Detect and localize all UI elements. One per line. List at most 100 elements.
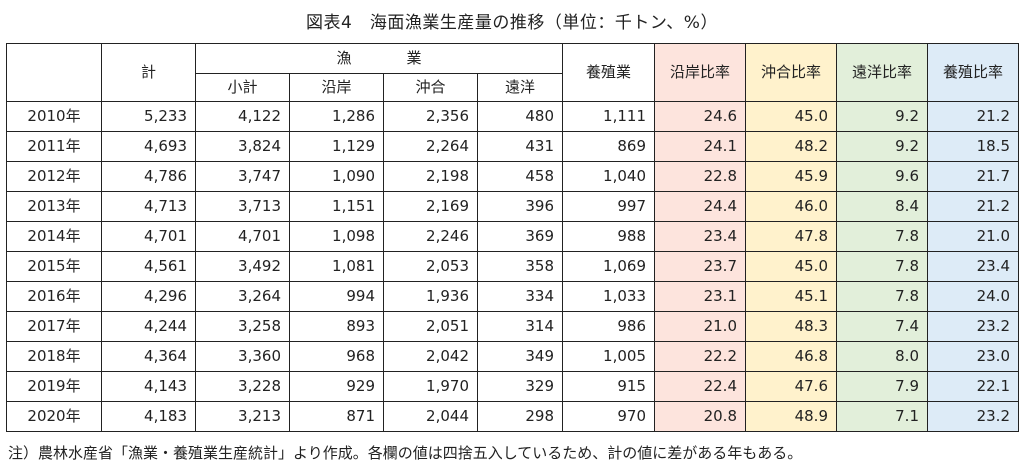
- engan-cell: 1,151: [289, 191, 384, 222]
- okiai-ratio-cell: 46.8: [745, 341, 837, 372]
- table-row: 2019年 4,143 3,228 929 1,970 329 915 22.4 47.6 7.9…: [6, 371, 1019, 402]
- engan-cell: 929: [289, 371, 384, 402]
- shokei-cell: 3,228: [195, 371, 290, 402]
- engan-ratio-cell: 22.2: [654, 341, 746, 372]
- okiai-ratio-cell: 45.9: [745, 161, 837, 192]
- shokei-cell: 3,492: [195, 251, 290, 282]
- total-cell: 5,233: [101, 101, 196, 132]
- okiai-ratio-cell: 45.1: [745, 281, 837, 312]
- okiai-cell: 1,936: [383, 281, 478, 312]
- enyo-cell: 298: [477, 401, 563, 432]
- okiai-ratio-cell: 45.0: [745, 101, 837, 132]
- yosyoku-ratio-cell: 22.1: [927, 371, 1019, 402]
- engan-cell: 1,286: [289, 101, 384, 132]
- okiai-cell: 2,169: [383, 191, 478, 222]
- enyo-ratio-cell: 7.8: [836, 221, 928, 252]
- table-row: 2017年 4,244 3,258 893 2,051 314 986 21.0 48.3 7.4…: [6, 311, 1019, 342]
- total-header: 計: [101, 43, 196, 102]
- yosyoku-ratio-cell: 23.2: [927, 401, 1019, 432]
- yosyoku-cell: 869: [562, 131, 655, 162]
- okiai-cell: 1,970: [383, 371, 478, 402]
- total-cell: 4,183: [101, 401, 196, 432]
- shokei-cell: 3,360: [195, 341, 290, 372]
- shokei-cell: 3,258: [195, 311, 290, 342]
- total-cell: 4,364: [101, 341, 196, 372]
- yosyoku-ratio-cell: 21.0: [927, 221, 1019, 252]
- total-cell: 4,786: [101, 161, 196, 192]
- engan-ratio-cell: 24.4: [654, 191, 746, 222]
- okiai-ratio-cell: 46.0: [745, 191, 837, 222]
- enyo-ratio-cell: 8.4: [836, 191, 928, 222]
- engan-ratio-cell: 23.7: [654, 251, 746, 282]
- enyo-cell: 314: [477, 311, 563, 342]
- year-cell: 2011年: [6, 131, 102, 162]
- yosyoku-cell: 988: [562, 221, 655, 252]
- okiai-ratio-cell: 48.3: [745, 311, 837, 342]
- table-row: 2015年 4,561 3,492 1,081 2,053 358 1,069 23.7 45.…: [6, 251, 1019, 282]
- okiai-cell: 2,264: [383, 131, 478, 162]
- year-cell: 2015年: [6, 251, 102, 282]
- yosyoku-cell: 1,111: [562, 101, 655, 132]
- okiai-cell: 2,246: [383, 221, 478, 252]
- engan-cell: 893: [289, 311, 384, 342]
- enyo-ratio-cell: 8.0: [836, 341, 928, 372]
- enyo-ratio-cell: 7.8: [836, 281, 928, 312]
- okiai-ratio-cell: 48.2: [745, 131, 837, 162]
- enyo-cell: 349: [477, 341, 563, 372]
- year-cell: 2016年: [6, 281, 102, 312]
- engan-ratio-header: 沿岸比率: [654, 43, 746, 102]
- table-row: 2013年 4,713 3,713 1,151 2,169 396 997 24.4 46.0 8…: [6, 191, 1019, 222]
- okiai-cell: 2,044: [383, 401, 478, 432]
- year-header: [6, 43, 102, 102]
- table-row: 2014年 4,701 4,701 1,098 2,246 369 988 23.4 47.8 7…: [6, 221, 1019, 252]
- enyo-ratio-cell: 7.4: [836, 311, 928, 342]
- engan-cell: 871: [289, 401, 384, 432]
- table-body: 2010年 5,233 4,122 1,286 2,356 480 1,111 24.6 45.…: [6, 101, 1019, 432]
- okiai-header: 沖合: [383, 73, 478, 102]
- total-cell: 4,561: [101, 251, 196, 282]
- enyo-header: 遠洋: [477, 73, 563, 102]
- total-cell: 4,701: [101, 221, 196, 252]
- shokei-cell: 3,747: [195, 161, 290, 192]
- engan-ratio-cell: 22.8: [654, 161, 746, 192]
- yosyoku-cell: 986: [562, 311, 655, 342]
- year-cell: 2017年: [6, 311, 102, 342]
- shokei-cell: 3,713: [195, 191, 290, 222]
- total-cell: 4,693: [101, 131, 196, 162]
- shokei-header: 小計: [195, 73, 290, 102]
- engan-cell: 1,098: [289, 221, 384, 252]
- yosyoku-cell: 997: [562, 191, 655, 222]
- shokei-cell: 4,122: [195, 101, 290, 132]
- okiai-ratio-cell: 47.8: [745, 221, 837, 252]
- table-row: 2011年 4,693 3,824 1,129 2,264 431 869 24.1 48.2 9…: [6, 131, 1019, 162]
- enyo-ratio-cell: 9.6: [836, 161, 928, 192]
- yosyoku-cell: 970: [562, 401, 655, 432]
- year-cell: 2014年: [6, 221, 102, 252]
- engan-ratio-cell: 21.0: [654, 311, 746, 342]
- table-row: 2020年 4,183 3,213 871 2,044 298 970 20.8 48.9 7.1…: [6, 401, 1019, 432]
- enyo-ratio-cell: 7.9: [836, 371, 928, 402]
- okiai-ratio-cell: 48.9: [745, 401, 837, 432]
- table-row: 2018年 4,364 3,360 968 2,042 349 1,005 22.2 46.8 8…: [6, 341, 1019, 372]
- yosyoku-ratio-cell: 21.7: [927, 161, 1019, 192]
- table-row: 2016年 4,296 3,264 994 1,936 334 1,033 23.1 45.1 7…: [6, 281, 1019, 312]
- engan-ratio-cell: 23.4: [654, 221, 746, 252]
- production-table: 計 漁業 養殖業 沿岸比率 沖合比率 遠洋比率 養殖比率 小計 沿岸 沖合 遠洋…: [6, 43, 1019, 432]
- engan-ratio-cell: 24.1: [654, 131, 746, 162]
- engan-cell: 1,081: [289, 251, 384, 282]
- shokei-cell: 3,824: [195, 131, 290, 162]
- okiai-cell: 2,051: [383, 311, 478, 342]
- enyo-cell: 458: [477, 161, 563, 192]
- enyo-cell: 480: [477, 101, 563, 132]
- total-cell: 4,143: [101, 371, 196, 402]
- table-row: 2012年 4,786 3,747 1,090 2,198 458 1,040 22.8 45.…: [6, 161, 1019, 192]
- engan-ratio-cell: 20.8: [654, 401, 746, 432]
- total-cell: 4,244: [101, 311, 196, 342]
- okiai-cell: 2,042: [383, 341, 478, 372]
- okiai-ratio-cell: 45.0: [745, 251, 837, 282]
- yosyoku-ratio-cell: 23.2: [927, 311, 1019, 342]
- enyo-ratio-header: 遠洋比率: [836, 43, 928, 102]
- engan-cell: 994: [289, 281, 384, 312]
- year-cell: 2012年: [6, 161, 102, 192]
- shokei-cell: 4,701: [195, 221, 290, 252]
